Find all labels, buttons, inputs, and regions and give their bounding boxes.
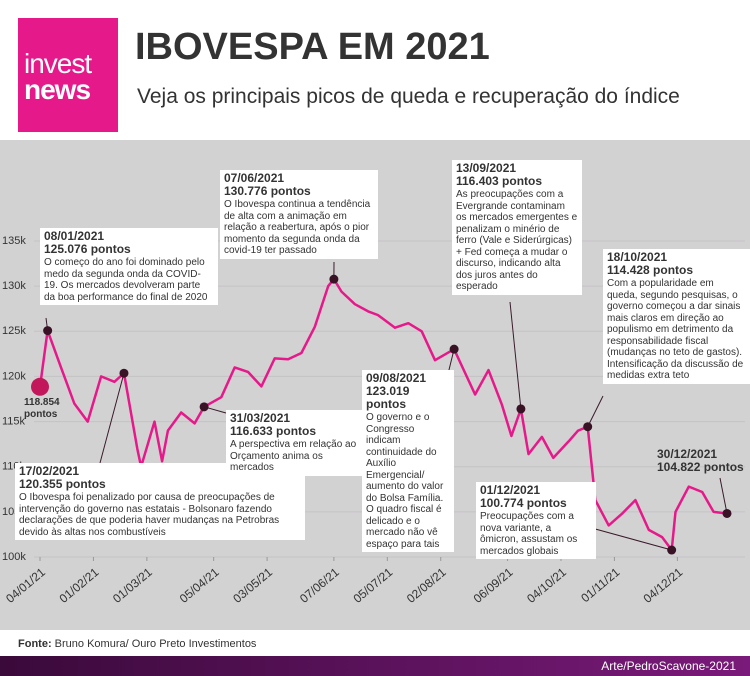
annotation-value: 116.403 pontos: [456, 174, 543, 188]
logo: invest news: [18, 18, 118, 132]
footer-bar: Arte/PedroScavone-2021: [0, 656, 750, 676]
y-tick-label: 130k: [2, 280, 26, 292]
x-tick-label: 01/11/21: [578, 565, 622, 605]
marker: [449, 344, 459, 354]
x-tick-label: 01/02/21: [57, 565, 102, 606]
y-tick-label: 115k: [2, 415, 26, 427]
leader-line: [99, 373, 125, 464]
y-tick-label: 125k: [2, 325, 26, 337]
marker: [722, 508, 732, 518]
y-tick-label: 100k: [2, 551, 26, 563]
start-marker: [31, 377, 49, 396]
annotation-value: 116.633 pontos: [230, 424, 317, 438]
annotation-date: 09/08/2021: [366, 371, 427, 385]
marker: [199, 402, 209, 412]
annotation: 07/06/2021 130.776 pontos O Ibovespa conti…: [220, 170, 378, 259]
annotation-value: 104.822 pontos: [657, 460, 744, 474]
x-tick-label: 07/06/21: [297, 565, 342, 606]
y-tick-label: 135k: [2, 235, 26, 247]
annotation-value: 130.776 pontos: [224, 184, 311, 198]
annotation-value: 114.428 pontos: [607, 263, 694, 277]
x-tick-label: 01/03/21: [110, 565, 155, 606]
annotation: 30/12/2021 104.822 pontos: [653, 446, 750, 477]
y-tick-label: 120k: [2, 370, 26, 382]
annotation-text: Preocupações com a nova variante, a ômic…: [480, 511, 578, 557]
annotation-text: O Ibovespa foi penalizado por causa de p…: [19, 492, 280, 538]
x-tick-label: 05/07/21: [350, 565, 395, 606]
annotation-value: 100.774 pontos: [480, 496, 567, 510]
annotation-text: O Ibovespa continua a tendência de alta …: [224, 199, 371, 256]
credit: Arte/PedroScavone-2021: [601, 659, 736, 673]
line: [38, 277, 728, 552]
annotation-date: 01/12/2021: [480, 483, 541, 497]
subtitle: Veja os principais picos de queda e recu…: [137, 85, 680, 108]
annotation-date: 07/06/2021: [224, 171, 285, 185]
leader-line: [509, 301, 522, 409]
source-label: Fonte:: [18, 638, 52, 650]
marker: [329, 274, 339, 284]
annotation-value: 120.355 pontos: [19, 477, 106, 491]
start-label: 118.854 pontos: [24, 397, 60, 420]
marker: [583, 422, 593, 432]
annotation-date: 30/12/2021: [657, 447, 718, 461]
logo-line2: news: [24, 74, 91, 105]
annotation-text: O governo e o Congresso indicam continui…: [366, 412, 444, 550]
x-tick-label: 04/01/21: [3, 565, 48, 606]
annotation-date: 13/09/2021: [456, 161, 517, 175]
leader-line: [587, 395, 604, 427]
source-text: Bruno Komura/ Ouro Preto Investimentos: [54, 638, 257, 650]
annotation: 08/01/2021 125.076 pontos O começo do ano …: [40, 228, 218, 305]
annotation-value: 125.076 pontos: [44, 242, 131, 256]
source: Fonte: Bruno Komura/ Ouro Preto Investim…: [18, 638, 256, 650]
annotation-date: 18/10/2021: [607, 250, 668, 264]
x-tick-label: 02/08/21: [404, 565, 449, 606]
annotation-text: Com a popularidade em queda, segundo pes…: [607, 278, 744, 381]
title: IBOVESPA EM 2021: [135, 26, 490, 68]
leader-line: [587, 526, 672, 551]
x-tick-label: 04/10/21: [524, 565, 569, 606]
x-tick-label: 04/12/21: [641, 565, 686, 606]
marker: [667, 545, 677, 555]
annotation-date: 17/02/2021: [19, 464, 80, 478]
annotation-text: As preocupações com a Evergrande contami…: [456, 189, 578, 292]
annotation: 18/10/2021 114.428 pontos Com a popularida…: [603, 249, 750, 384]
x-tick-label: 03/05/21: [230, 565, 275, 606]
annotation: 17/02/2021 120.355 pontos O Ibovespa foi p…: [15, 463, 305, 540]
x-tick-label: 05/04/21: [177, 565, 222, 606]
marker: [119, 368, 129, 378]
annotation-text: O começo do ano foi dominado pelo medo d…: [44, 257, 208, 303]
leader-line: [719, 477, 728, 514]
annotation: 13/09/2021 116.403 pontos As preocupações …: [452, 160, 582, 295]
x-tick-label: 06/09/21: [471, 565, 516, 606]
annotation-text: A perspectiva em relação ao Orçamento an…: [230, 439, 357, 473]
logo-line1: invest: [24, 48, 92, 79]
annotation-date: 08/01/2021: [44, 229, 105, 243]
annotation-value: 123.019 pontos: [366, 384, 410, 411]
annotation: 01/12/2021 100.774 pontos Preocupações com…: [476, 482, 596, 559]
marker: [43, 326, 53, 336]
annotation-date: 31/03/2021: [230, 411, 291, 425]
annotation: 31/03/2021 116.633 pontos A perspectiva em…: [226, 410, 364, 476]
marker: [516, 404, 526, 414]
annotation: 09/08/2021 123.019 pontos O governo e o Co…: [362, 370, 454, 552]
